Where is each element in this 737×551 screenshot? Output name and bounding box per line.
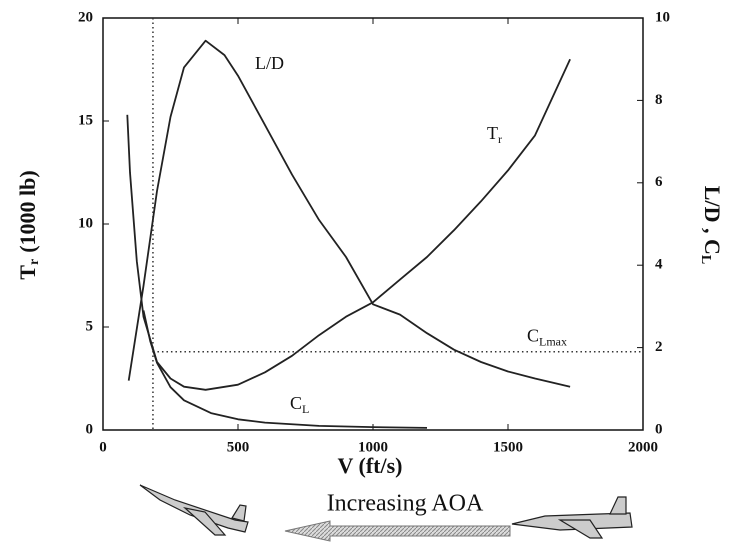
- x-tick-label: 0: [99, 439, 107, 455]
- series-label: Tr: [487, 123, 502, 146]
- y2-title-sub: L: [698, 255, 713, 264]
- cl-max-label-main: C: [527, 326, 539, 346]
- x-tick-label: 1500: [493, 439, 523, 455]
- x-tick-label: 2000: [628, 439, 658, 455]
- annotation: Increasing AOA: [327, 491, 484, 517]
- series-line: [127, 39, 571, 388]
- x-axis-title: V (ft/s): [338, 453, 403, 478]
- series-label-main: T: [487, 123, 498, 143]
- series-label-main: L/D: [255, 53, 284, 73]
- y-tick-label: 20: [78, 9, 93, 25]
- y-axis-title: Tr (1000 lb): [15, 170, 42, 279]
- y2-title-main: L/D , C: [700, 186, 725, 255]
- series-label-sub: r: [498, 132, 502, 146]
- y2-axis-title: L/D , CL: [698, 186, 725, 264]
- cl-max-label: CLmax: [527, 326, 567, 349]
- y-tick-label: 5: [86, 318, 94, 334]
- y2-tick-label: 0: [655, 421, 663, 437]
- y2-tick-label: 8: [655, 92, 663, 108]
- cl-max-label-sub: Lmax: [539, 334, 567, 348]
- series-label: L/D: [255, 53, 284, 73]
- series-label: CL: [290, 393, 309, 416]
- y-tick-label: 15: [78, 112, 93, 128]
- y-title-sub: r: [27, 259, 42, 265]
- series-line: [142, 310, 428, 429]
- x-tick-label: 500: [227, 439, 250, 455]
- x-tick-label: 1000: [358, 439, 388, 455]
- y2-tick-label: 2: [655, 339, 663, 355]
- y-title-unit: (1000 lb): [15, 170, 40, 253]
- aoa-arrow: [284, 520, 511, 542]
- y-tick-label: 0: [86, 421, 94, 437]
- series-label-sub: L: [302, 402, 309, 416]
- series-label-main: C: [290, 393, 302, 413]
- airplane-high-aoa: [139, 484, 249, 536]
- airplane-low-aoa: [511, 496, 633, 539]
- plot-frame: [102, 17, 644, 431]
- y2-tick-label: 10: [655, 9, 670, 25]
- y-tick-label: 10: [78, 215, 93, 231]
- y-title-main: T: [15, 265, 40, 280]
- y2-tick-label: 6: [655, 174, 663, 190]
- series-line: [126, 58, 571, 391]
- y2-tick-label: 4: [655, 257, 663, 273]
